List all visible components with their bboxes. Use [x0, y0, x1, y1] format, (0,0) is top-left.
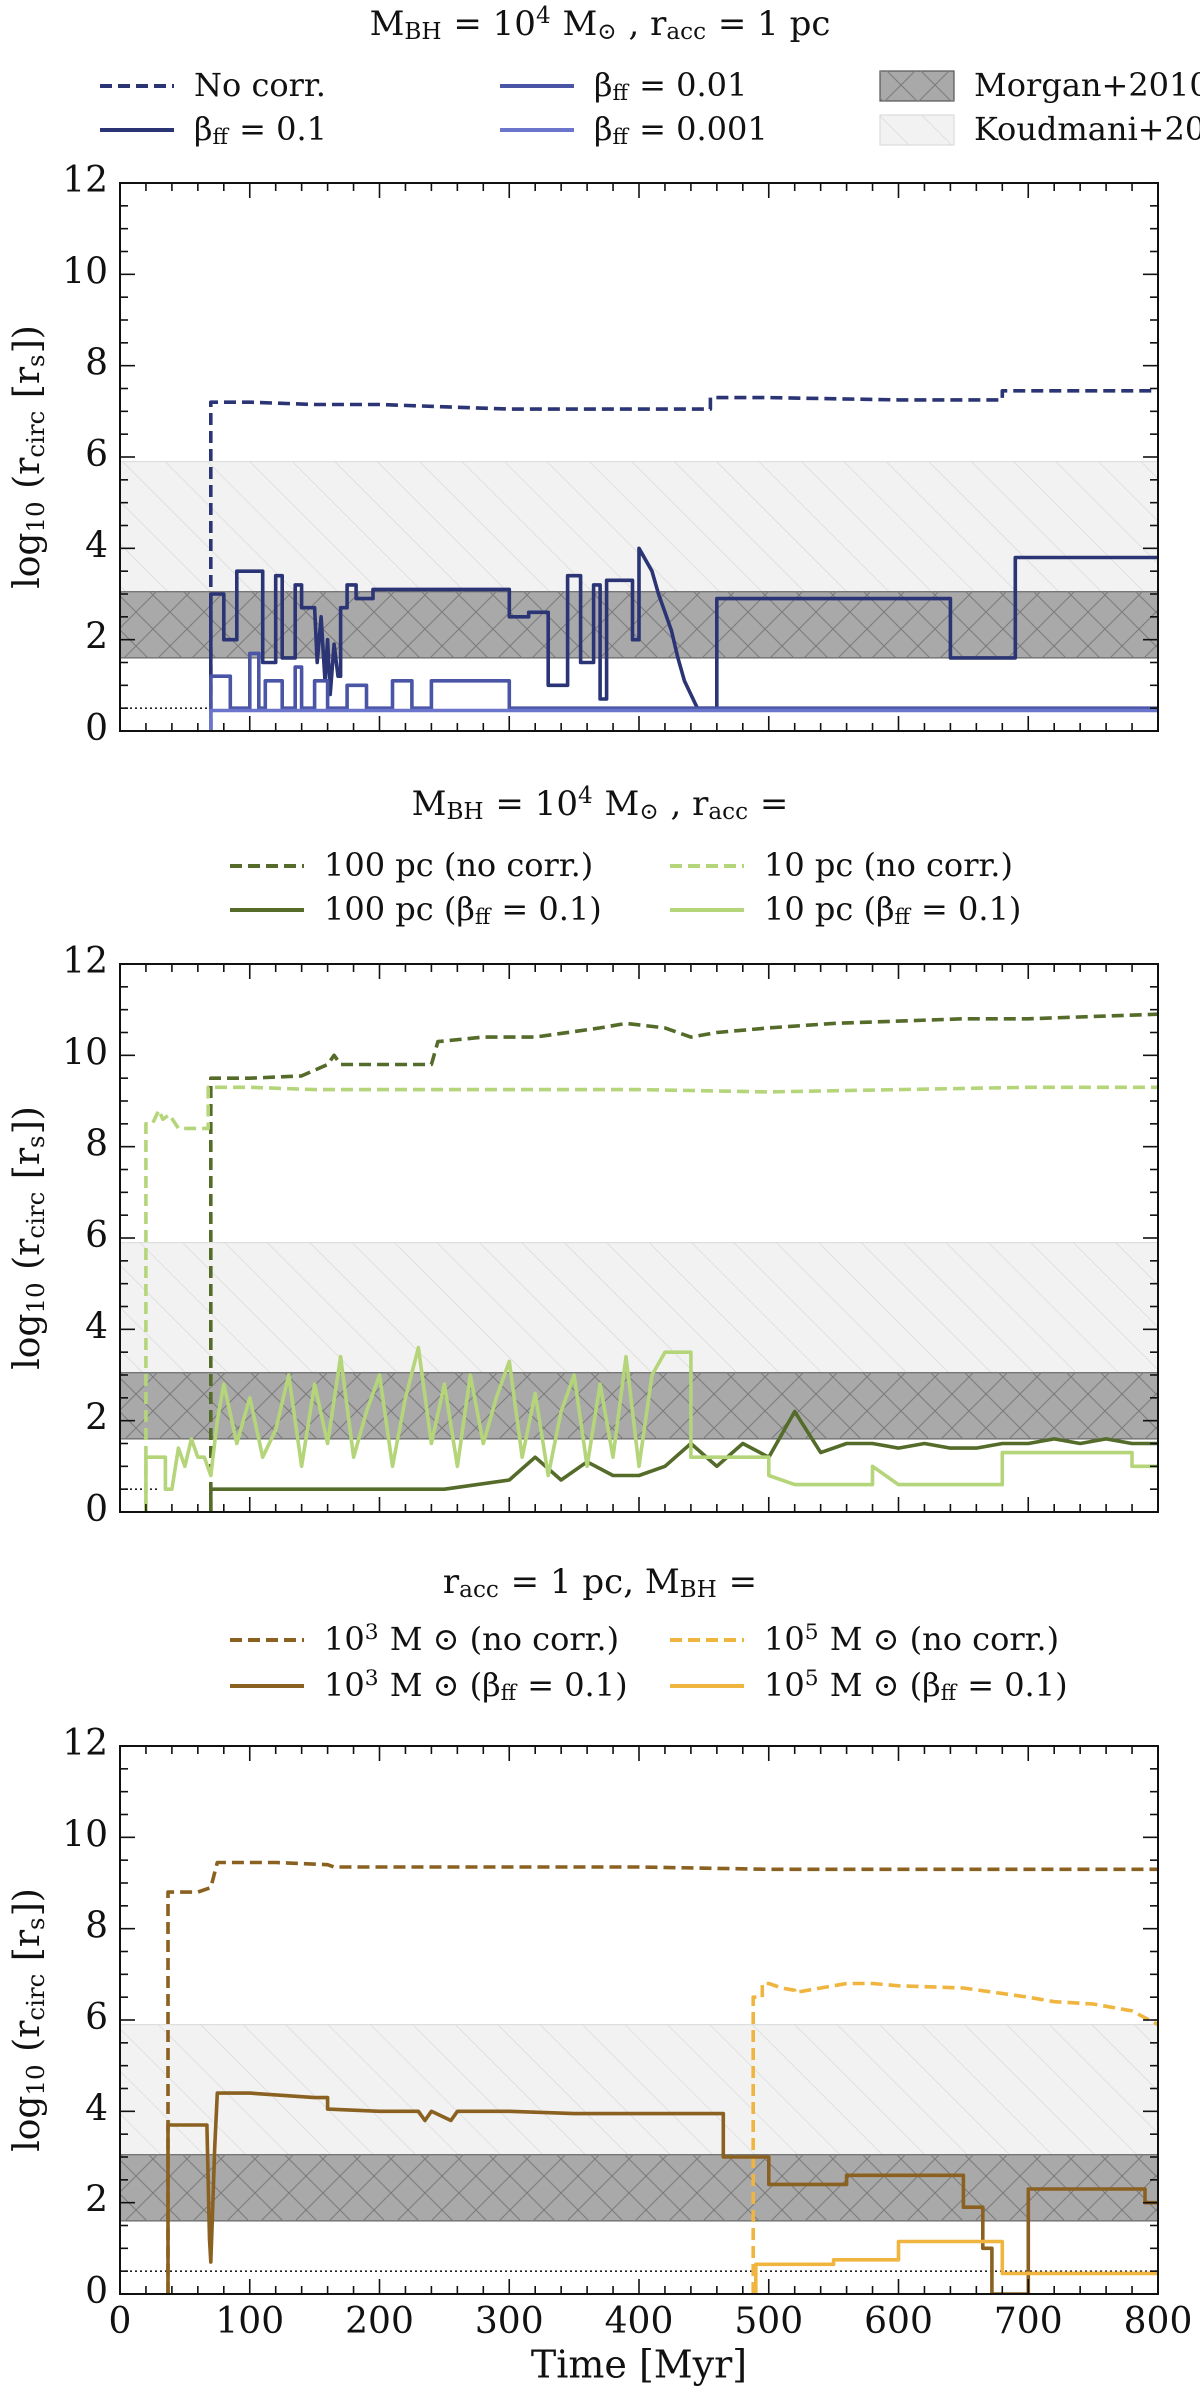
y-axis-label: log10 (rcirc [rs ])	[7, 1888, 50, 2152]
series-line-middle-1	[144, 1085, 1158, 1512]
legend-entry: 105 M ⊙ (βff = 0.1)	[670, 1666, 1068, 1706]
panel-middle: 0 2 4 6 8 10 12 log10 (rcirc [rs ]) MBH = 104 M⊙…	[7, 783, 1159, 1530]
legend-label: βff = 0.01	[594, 66, 747, 106]
panel-bottom: 0 2 4 6 8 10 12 0 100 200 300 400 500 600 700 800 Time […	[7, 1562, 1192, 2387]
y-axis-label: log10 (rcirc [rs ])	[7, 1106, 50, 1370]
series-line-top-3	[209, 708, 1158, 731]
legend-entry: 100 pc (no corr.)	[230, 846, 593, 884]
legend-entry: 105 M ⊙ (no corr.)	[670, 1620, 1059, 1658]
x-tick-label: 500	[734, 2301, 803, 2342]
legend-entry: 103 M ⊙ (no corr.)	[230, 1620, 619, 1658]
y-tick-label: 2	[85, 2180, 108, 2221]
y-tick-label: 0	[85, 2271, 108, 2312]
x-tick-label: 300	[475, 2301, 544, 2342]
y-axis-label: log10 (rcirc [rs ])	[7, 325, 50, 589]
legend-entry: βff = 0.01	[500, 66, 747, 106]
series-line-middle-0	[209, 1012, 1158, 1512]
x-tick-label: 100	[215, 2301, 284, 2342]
y-tick-label: 8	[85, 343, 108, 384]
y-tick-label: 0	[85, 1489, 108, 1530]
legend-label: 100 pc (no corr.)	[324, 846, 593, 884]
legend-label: 103 M ⊙ (βff = 0.1)	[324, 1666, 628, 1706]
y-tick-label: 2	[85, 617, 108, 658]
y-tick-label: 8	[85, 1906, 108, 1947]
y-tick-label: 6	[85, 1215, 108, 1256]
series-line-middle-3	[144, 1345, 1158, 1512]
legend-label: 105 M ⊙ (βff = 0.1)	[764, 1666, 1068, 1706]
legend-label: 105 M ⊙ (no corr.)	[764, 1620, 1059, 1658]
series-line-bottom-0	[166, 1860, 1158, 2294]
legend-entry: 103 M ⊙ (βff = 0.1)	[230, 1666, 628, 1706]
legend-entry: 10 pc (no corr.)	[670, 846, 1013, 884]
panel-title: MBH = 104 M⊙ , racc = 1 pc	[370, 3, 831, 45]
y-tick-label: 4	[85, 525, 108, 566]
y-tick-label: 12	[62, 160, 108, 201]
legend-entry: βff = 0.001	[500, 110, 768, 150]
series-line-bottom-3	[753, 2239, 1158, 2294]
legend-swatch-hatch	[880, 71, 954, 101]
y-tick-label: 4	[85, 2088, 108, 2129]
legend-entry: Morgan+2010	[879, 66, 1200, 104]
legend-swatch-hatch	[880, 115, 954, 145]
legend-label: 10 pc (βff = 0.1)	[764, 890, 1021, 930]
x-tick-label: 400	[605, 2301, 674, 2342]
x-axis-label: Time [Myr]	[531, 2343, 747, 2387]
x-tick-label: 600	[864, 2301, 933, 2342]
y-tick-label: 12	[62, 1723, 108, 1764]
y-tick-label: 4	[85, 1306, 108, 1347]
legend-entry: βff = 0.1	[100, 110, 327, 150]
legend-entry: 10 pc (βff = 0.1)	[670, 890, 1021, 930]
y-tick-label: 8	[85, 1124, 108, 1165]
legend-label: βff = 0.1	[194, 110, 327, 150]
legend-entry: 100 pc (βff = 0.1)	[230, 890, 602, 930]
legend-entry: Koudmani+2024	[879, 110, 1200, 148]
y-tick-label: 10	[62, 251, 108, 292]
x-tick-label: 800	[1124, 2301, 1193, 2342]
x-tick-label: 700	[994, 2301, 1063, 2342]
legend-label: 103 M ⊙ (no corr.)	[324, 1620, 619, 1658]
series-line-bottom-2	[166, 2091, 1158, 2294]
x-tick-label: 200	[345, 2301, 414, 2342]
y-tick-label: 6	[85, 434, 108, 475]
legend-label: 100 pc (βff = 0.1)	[324, 890, 602, 930]
legend-entry: No corr.	[100, 66, 326, 104]
y-tick-label: 10	[62, 1032, 108, 1073]
series-line-top-2	[209, 651, 1158, 731]
series-line-bottom-1	[751, 1981, 1158, 2294]
legend-label: Morgan+2010	[974, 66, 1200, 104]
y-tick-label: 2	[85, 1398, 108, 1439]
y-tick-label: 10	[62, 1814, 108, 1855]
panel-title: racc = 1 pc, MBH =	[443, 1562, 757, 1603]
y-tick-label: 12	[62, 941, 108, 982]
y-tick-label: 0	[85, 708, 108, 749]
legend-label: βff = 0.001	[594, 110, 768, 150]
legend-label: No corr.	[194, 66, 326, 104]
legend-label: Koudmani+2024	[974, 110, 1200, 148]
x-tick-label: 0	[109, 2301, 132, 2342]
y-tick-label: 6	[85, 1997, 108, 2038]
panel-top: 0 2 4 6 8 10 12 log10 (rcirc [rs ]) MBH = 104 M⊙…	[7, 3, 1200, 749]
series-line-middle-2	[209, 1409, 1158, 1512]
morgan-hatch	[120, 2154, 1158, 2221]
series-line-top-0	[209, 388, 1158, 731]
panel-title: MBH = 104 M⊙ , racc =	[412, 783, 789, 825]
legend-label: 10 pc (no corr.)	[764, 846, 1013, 884]
